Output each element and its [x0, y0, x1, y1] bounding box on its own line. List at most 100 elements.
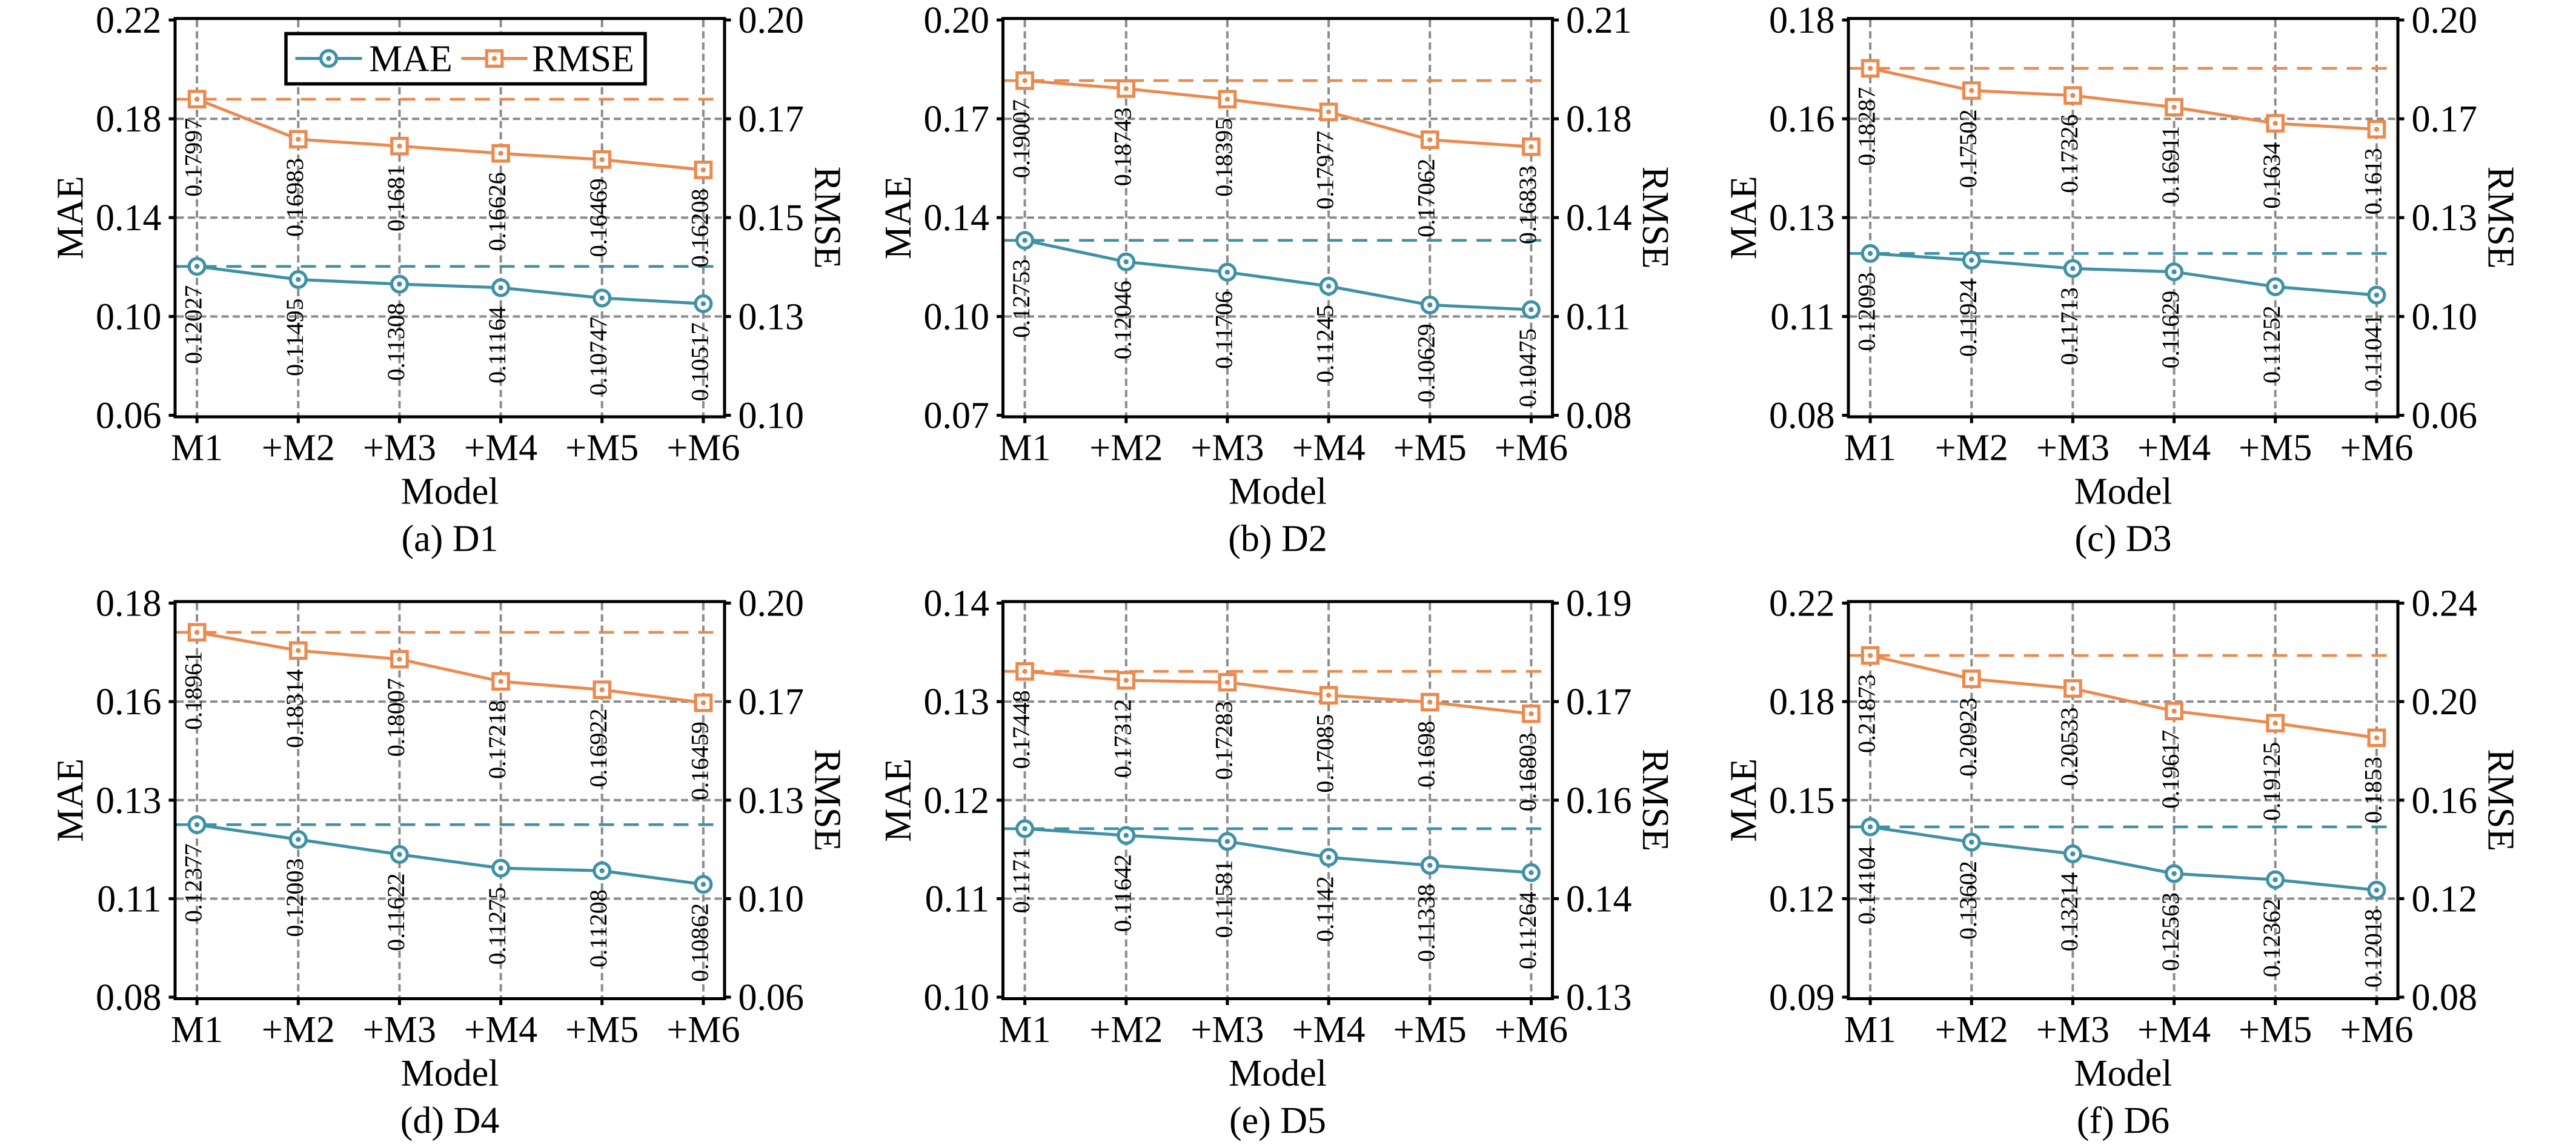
- svg-text:0.06: 0.06: [739, 977, 805, 1018]
- svg-text:0.18743: 0.18743: [1109, 107, 1136, 186]
- svg-text:0.18007: 0.18007: [382, 678, 410, 757]
- svg-text:MAE: MAE: [1724, 758, 1765, 842]
- svg-text:0.10862: 0.10862: [686, 903, 713, 982]
- svg-text:0.17085: 0.17085: [1312, 714, 1339, 793]
- svg-text:0.08: 0.08: [96, 977, 162, 1018]
- svg-text:0.12563: 0.12563: [2157, 892, 2184, 971]
- svg-text:0.11245: 0.11245: [1312, 305, 1339, 383]
- svg-text:0.12093: 0.12093: [1853, 272, 1881, 351]
- svg-text:M1: M1: [171, 1009, 223, 1050]
- svg-text:0.20: 0.20: [924, 0, 990, 41]
- svg-text:Model: Model: [401, 1053, 499, 1094]
- svg-text:+M4: +M4: [2137, 1009, 2211, 1050]
- svg-text:M1: M1: [999, 428, 1051, 469]
- svg-text:+M4: +M4: [1292, 428, 1366, 469]
- svg-text:0.15: 0.15: [739, 197, 805, 239]
- svg-text:0.21873: 0.21873: [1853, 674, 1881, 753]
- svg-text:0.13: 0.13: [924, 682, 990, 723]
- svg-text:0.10: 0.10: [96, 296, 162, 337]
- svg-text:0.12377: 0.12377: [180, 843, 207, 922]
- svg-text:0.17: 0.17: [739, 682, 805, 723]
- svg-text:0.16626: 0.16626: [483, 172, 511, 251]
- svg-text:0.14104: 0.14104: [1853, 846, 1881, 924]
- svg-text:0.17312: 0.17312: [1109, 699, 1136, 778]
- svg-text:+M3: +M3: [1190, 1009, 1264, 1050]
- svg-text:0.10: 0.10: [2412, 296, 2478, 337]
- svg-text:0.20: 0.20: [739, 583, 805, 625]
- svg-text:0.11264: 0.11264: [1514, 891, 1541, 969]
- svg-text:0.22: 0.22: [96, 0, 162, 41]
- svg-text:0.10517: 0.10517: [686, 322, 713, 401]
- svg-text:(c) D3: (c) D3: [2074, 519, 2171, 560]
- svg-text:0.16459: 0.16459: [686, 722, 713, 800]
- svg-text:0.19007: 0.19007: [1007, 99, 1035, 178]
- svg-text:0.18395: 0.18395: [1210, 118, 1237, 197]
- svg-text:0.06: 0.06: [96, 396, 162, 437]
- svg-text:0.17448: 0.17448: [1007, 690, 1035, 769]
- svg-text:+M6: +M6: [1495, 1009, 1568, 1050]
- svg-text:0.18: 0.18: [1769, 0, 1835, 41]
- svg-text:0.16911: 0.16911: [2157, 126, 2184, 204]
- svg-text:0.21: 0.21: [1566, 0, 1632, 41]
- svg-text:0.18961: 0.18961: [180, 651, 207, 730]
- svg-text:RMSE: RMSE: [807, 167, 848, 269]
- svg-text:MAE: MAE: [878, 758, 919, 842]
- svg-text:+M5: +M5: [1393, 1009, 1467, 1050]
- svg-text:0.17997: 0.17997: [180, 118, 207, 197]
- svg-text:0.13602: 0.13602: [1954, 861, 1982, 940]
- svg-text:0.12: 0.12: [924, 780, 990, 821]
- svg-text:0.20: 0.20: [2412, 0, 2478, 41]
- svg-text:0.10629: 0.10629: [1413, 324, 1440, 402]
- svg-text:0.20: 0.20: [739, 0, 805, 41]
- svg-text:0.20533: 0.20533: [2056, 708, 2083, 786]
- svg-text:0.11581: 0.11581: [1210, 860, 1237, 938]
- svg-text:0.12753: 0.12753: [1007, 259, 1035, 338]
- svg-text:0.11642: 0.11642: [1109, 854, 1136, 932]
- svg-text:0.18: 0.18: [96, 583, 162, 625]
- svg-text:RMSE: RMSE: [1635, 749, 1676, 851]
- svg-text:0.11706: 0.11706: [1210, 291, 1237, 369]
- svg-text:RMSE: RMSE: [2480, 167, 2521, 269]
- svg-text:(f) D6: (f) D6: [2077, 1100, 2169, 1141]
- svg-text:+M3: +M3: [363, 1009, 436, 1050]
- svg-text:0.17283: 0.17283: [1210, 701, 1237, 780]
- svg-text:0.18287: 0.18287: [1853, 87, 1881, 166]
- svg-text:+M3: +M3: [2036, 428, 2110, 469]
- svg-text:0.22: 0.22: [1769, 583, 1835, 625]
- svg-text:0.11713: 0.11713: [2056, 287, 2083, 365]
- svg-text:0.14: 0.14: [924, 583, 990, 625]
- svg-text:0.12046: 0.12046: [1109, 280, 1136, 359]
- svg-text:0.10: 0.10: [924, 977, 990, 1018]
- svg-text:Model: Model: [1229, 471, 1327, 513]
- svg-text:+M6: +M6: [666, 428, 740, 469]
- svg-text:0.11308: 0.11308: [382, 303, 410, 381]
- svg-text:0.12362: 0.12362: [2258, 898, 2285, 977]
- svg-text:0.12: 0.12: [1769, 878, 1835, 920]
- svg-text:+M3: +M3: [1190, 428, 1264, 469]
- svg-text:0.10: 0.10: [924, 296, 990, 337]
- svg-text:0.13214: 0.13214: [2056, 872, 2083, 951]
- svg-text:M1: M1: [999, 1009, 1051, 1050]
- svg-text:0.20923: 0.20923: [1954, 698, 1982, 777]
- svg-text:Model: Model: [1229, 1053, 1327, 1094]
- svg-text:M1: M1: [1844, 1009, 1896, 1050]
- svg-text:0.10: 0.10: [739, 396, 805, 437]
- svg-text:+M6: +M6: [1495, 428, 1568, 469]
- svg-text:+M4: +M4: [2137, 428, 2211, 469]
- svg-text:RMSE: RMSE: [1635, 167, 1676, 269]
- svg-text:0.20: 0.20: [2412, 682, 2478, 723]
- svg-text:0.14: 0.14: [96, 197, 162, 239]
- svg-text:+M5: +M5: [565, 1009, 639, 1050]
- svg-text:RMSE: RMSE: [807, 749, 848, 851]
- svg-text:0.08: 0.08: [2412, 977, 2478, 1018]
- svg-text:0.19: 0.19: [1566, 583, 1632, 625]
- svg-text:+M3: +M3: [2036, 1009, 2110, 1050]
- svg-text:0.14: 0.14: [1566, 197, 1632, 239]
- svg-text:0.17326: 0.17326: [2056, 114, 2083, 193]
- svg-text:(b) D2: (b) D2: [1228, 519, 1327, 560]
- svg-text:Model: Model: [2074, 471, 2173, 513]
- svg-text:0.08: 0.08: [1566, 396, 1632, 437]
- svg-text:0.16: 0.16: [2412, 780, 2478, 821]
- svg-text:+M2: +M2: [262, 1009, 335, 1050]
- svg-text:0.11629: 0.11629: [2157, 291, 2184, 369]
